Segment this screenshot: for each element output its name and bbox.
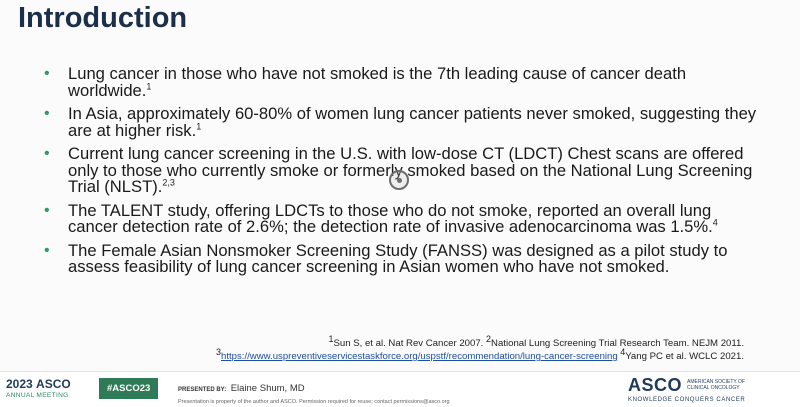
- bullet-citation: 2,3: [162, 177, 175, 188]
- bullet-citation: 4: [712, 217, 718, 228]
- reference-line-1: 1Sun S, et al. Nat Rev Cancer 2007. 2Nat…: [328, 333, 744, 349]
- references: 1Sun S, et al. Nat Rev Cancer 2007. 2Nat…: [215, 333, 744, 363]
- bullet-text: Lung cancer in those who have not smoked…: [68, 64, 687, 100]
- bullet-citation: 1: [146, 80, 152, 91]
- bullet-item: • The TALENT study, offering LDCTs to th…: [44, 200, 764, 236]
- permission-note: Presentation is property of the author a…: [178, 399, 450, 405]
- presenter-info: PRESENTED BY: Elaine Shum, MD Presentati…: [178, 378, 450, 405]
- bullet-text: Current lung cancer screening in the U.S…: [68, 144, 753, 196]
- bullet-item: • Lung cancer in those who have not smok…: [44, 64, 764, 100]
- asco-annual-meeting-logo: 2023 ASCO ANNUAL MEETING: [6, 377, 71, 399]
- slide-title: Introduction: [18, 2, 188, 34]
- pointer-cursor-icon: [389, 170, 409, 190]
- presented-by-label: PRESENTED BY:: [178, 387, 227, 393]
- bullet-dot-icon: •: [44, 145, 50, 162]
- bullet-item: • Current lung cancer screening in the U…: [44, 144, 764, 196]
- bullet-text: The Female Asian Nonsmoker Screening Stu…: [68, 240, 728, 276]
- bullet-item: • In Asia, approximately 60-80% of women…: [44, 104, 764, 140]
- bullet-list: • Lung cancer in those who have not smok…: [44, 64, 764, 283]
- asco-kcc-logo: ASCO AMERICAN SOCIETY OF CLINICAL ONCOLO…: [628, 375, 746, 403]
- reference-line-2: 3https://www.uspreventiveservicestaskfor…: [215, 346, 744, 362]
- bullet-dot-icon: •: [44, 105, 50, 122]
- uspstf-link[interactable]: https://www.uspreventiveservicestaskforc…: [221, 351, 618, 362]
- bullet-text: In Asia, approximately 60-80% of women l…: [68, 104, 757, 140]
- presenter-name: Elaine Shum, MD: [230, 383, 305, 394]
- bullet-dot-icon: •: [44, 65, 50, 82]
- bullet-item: • The Female Asian Nonsmoker Screening S…: [44, 240, 764, 276]
- slide-footer: 2023 ASCO ANNUAL MEETING #ASCO23 PRESENT…: [0, 371, 800, 407]
- bullet-text: The TALENT study, offering LDCTs to thos…: [68, 200, 713, 236]
- bullet-dot-icon: •: [44, 201, 50, 219]
- hashtag-badge: #ASCO23: [99, 378, 159, 399]
- bullet-citation: 1: [196, 120, 202, 131]
- bullet-dot-icon: •: [44, 241, 50, 259]
